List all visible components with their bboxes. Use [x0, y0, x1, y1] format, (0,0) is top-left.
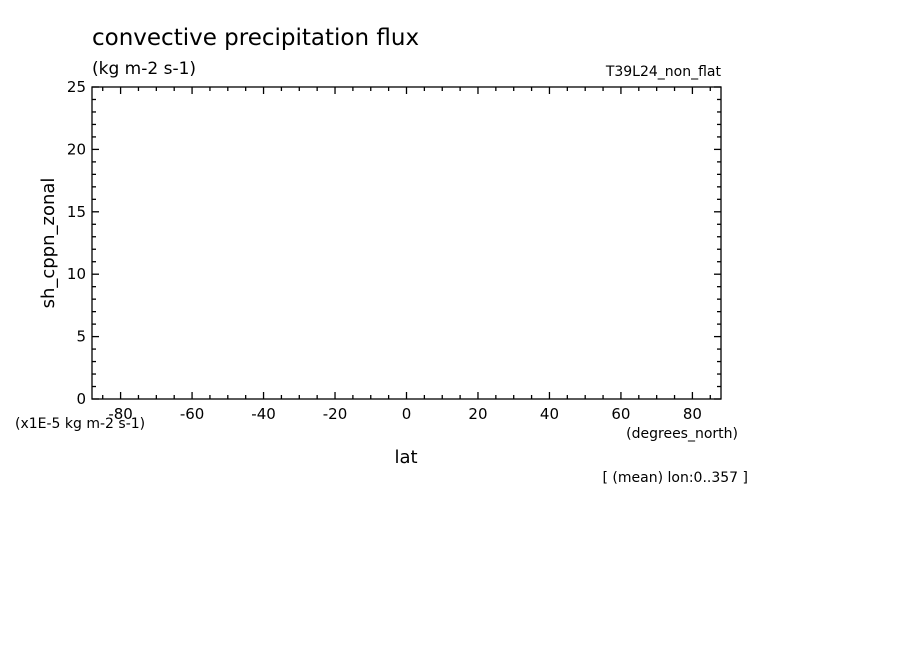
x-tick-label: 60 [611, 405, 630, 423]
tick-marks [92, 86, 721, 400]
footnote: [ (mean) lon:0..357 ] [603, 470, 748, 486]
x-tick-label: 40 [540, 405, 559, 423]
y-tick-label: 5 [76, 328, 86, 346]
plot-frame [91, 86, 722, 400]
run-label: T39L24_non_flat [605, 64, 722, 80]
y-scale-note: (x1E-5 kg m-2 s-1) [15, 416, 145, 432]
x-tick-label: -40 [251, 405, 276, 423]
x-tick-label: 80 [683, 405, 702, 423]
y-tick-label: 10 [67, 265, 86, 283]
x-tick-label: -80 [108, 405, 133, 423]
y-tick-label: 25 [67, 78, 86, 96]
x-units-label: (degrees_north) [626, 426, 738, 442]
x-tick-label: 20 [468, 405, 487, 423]
x-tick-label: -20 [323, 405, 348, 423]
x-tick-labels: -80 -60 -40 -20 0 20 40 60 80 [108, 405, 702, 423]
x-tick-label: -60 [180, 405, 205, 423]
x-axis-label: lat [394, 447, 417, 468]
x-tick-label: 0 [402, 405, 412, 423]
y-tick-labels: 0 5 10 15 20 25 [67, 78, 86, 408]
y-tick-label: 0 [76, 390, 86, 408]
chart-title: convective precipitation flux [92, 25, 419, 51]
y-tick-label: 15 [67, 203, 86, 221]
y-axis-label: sh_cppn_zonal [38, 178, 59, 309]
y-tick-label: 20 [67, 140, 86, 158]
chart-units: (kg m-2 s-1) [92, 59, 196, 79]
